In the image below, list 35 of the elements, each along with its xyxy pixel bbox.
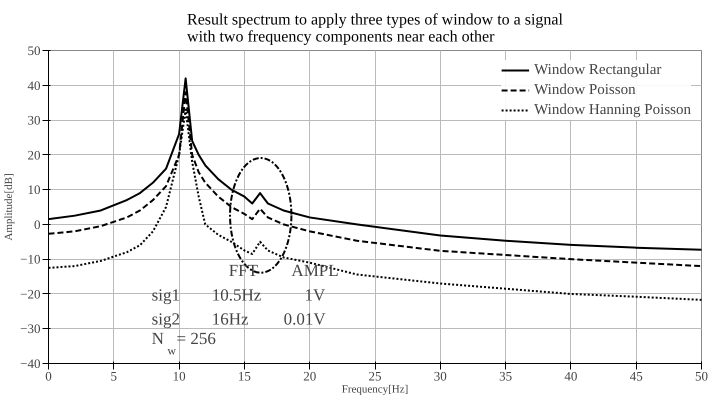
annotation: AMPL [291, 261, 339, 280]
y-tick-label: 0 [34, 216, 40, 232]
x-tick-label: 5 [110, 368, 118, 384]
x-tick-label: 10 [172, 368, 186, 384]
x-tick-label: 35 [499, 368, 512, 384]
annotation: sig1 [152, 285, 180, 304]
x-tick-label: 15 [238, 368, 251, 384]
x-tick-label: 30 [434, 368, 447, 384]
annotation: FFT [228, 261, 259, 280]
y-tick-label: −20 [20, 286, 41, 302]
y-tick-label: 20 [28, 147, 40, 162]
annotation: 1V [304, 285, 326, 304]
x-tick-label: 0 [45, 368, 52, 384]
legend-label: Window Hanning Poisson [534, 101, 691, 119]
x-axis-title: Frequency[Hz] [342, 384, 408, 396]
y-tick-label: −30 [20, 321, 41, 336]
annotation: 0.01V [284, 310, 326, 329]
y-tick-label: 40 [28, 78, 40, 93]
x-tick-label: 25 [368, 368, 382, 384]
x-tick-label: 20 [303, 368, 316, 384]
x-tick-label: 50 [695, 368, 708, 384]
legend-label: Window Rectangular [534, 61, 662, 79]
annotation: sig2 [152, 310, 180, 329]
legend-label: Window Poisson [534, 81, 636, 99]
y-tick-label: 50 [28, 43, 40, 58]
y-axis-title: Amplitude[dB] [3, 173, 16, 241]
annotation: 10.5Hz [212, 285, 262, 304]
y-tick-label: −10 [20, 252, 41, 267]
y-tick-label: −40 [20, 356, 41, 371]
annotation: 16Hz [212, 310, 250, 329]
x-tick-label: 45 [630, 368, 643, 384]
chart-title: Result spectrum to apply three types of window to a signal with two frequency components near each other [187, 12, 564, 46]
x-tick-label: 40 [564, 368, 578, 384]
y-tick-label: 30 [28, 112, 40, 128]
y-tick-label: 10 [28, 182, 40, 198]
